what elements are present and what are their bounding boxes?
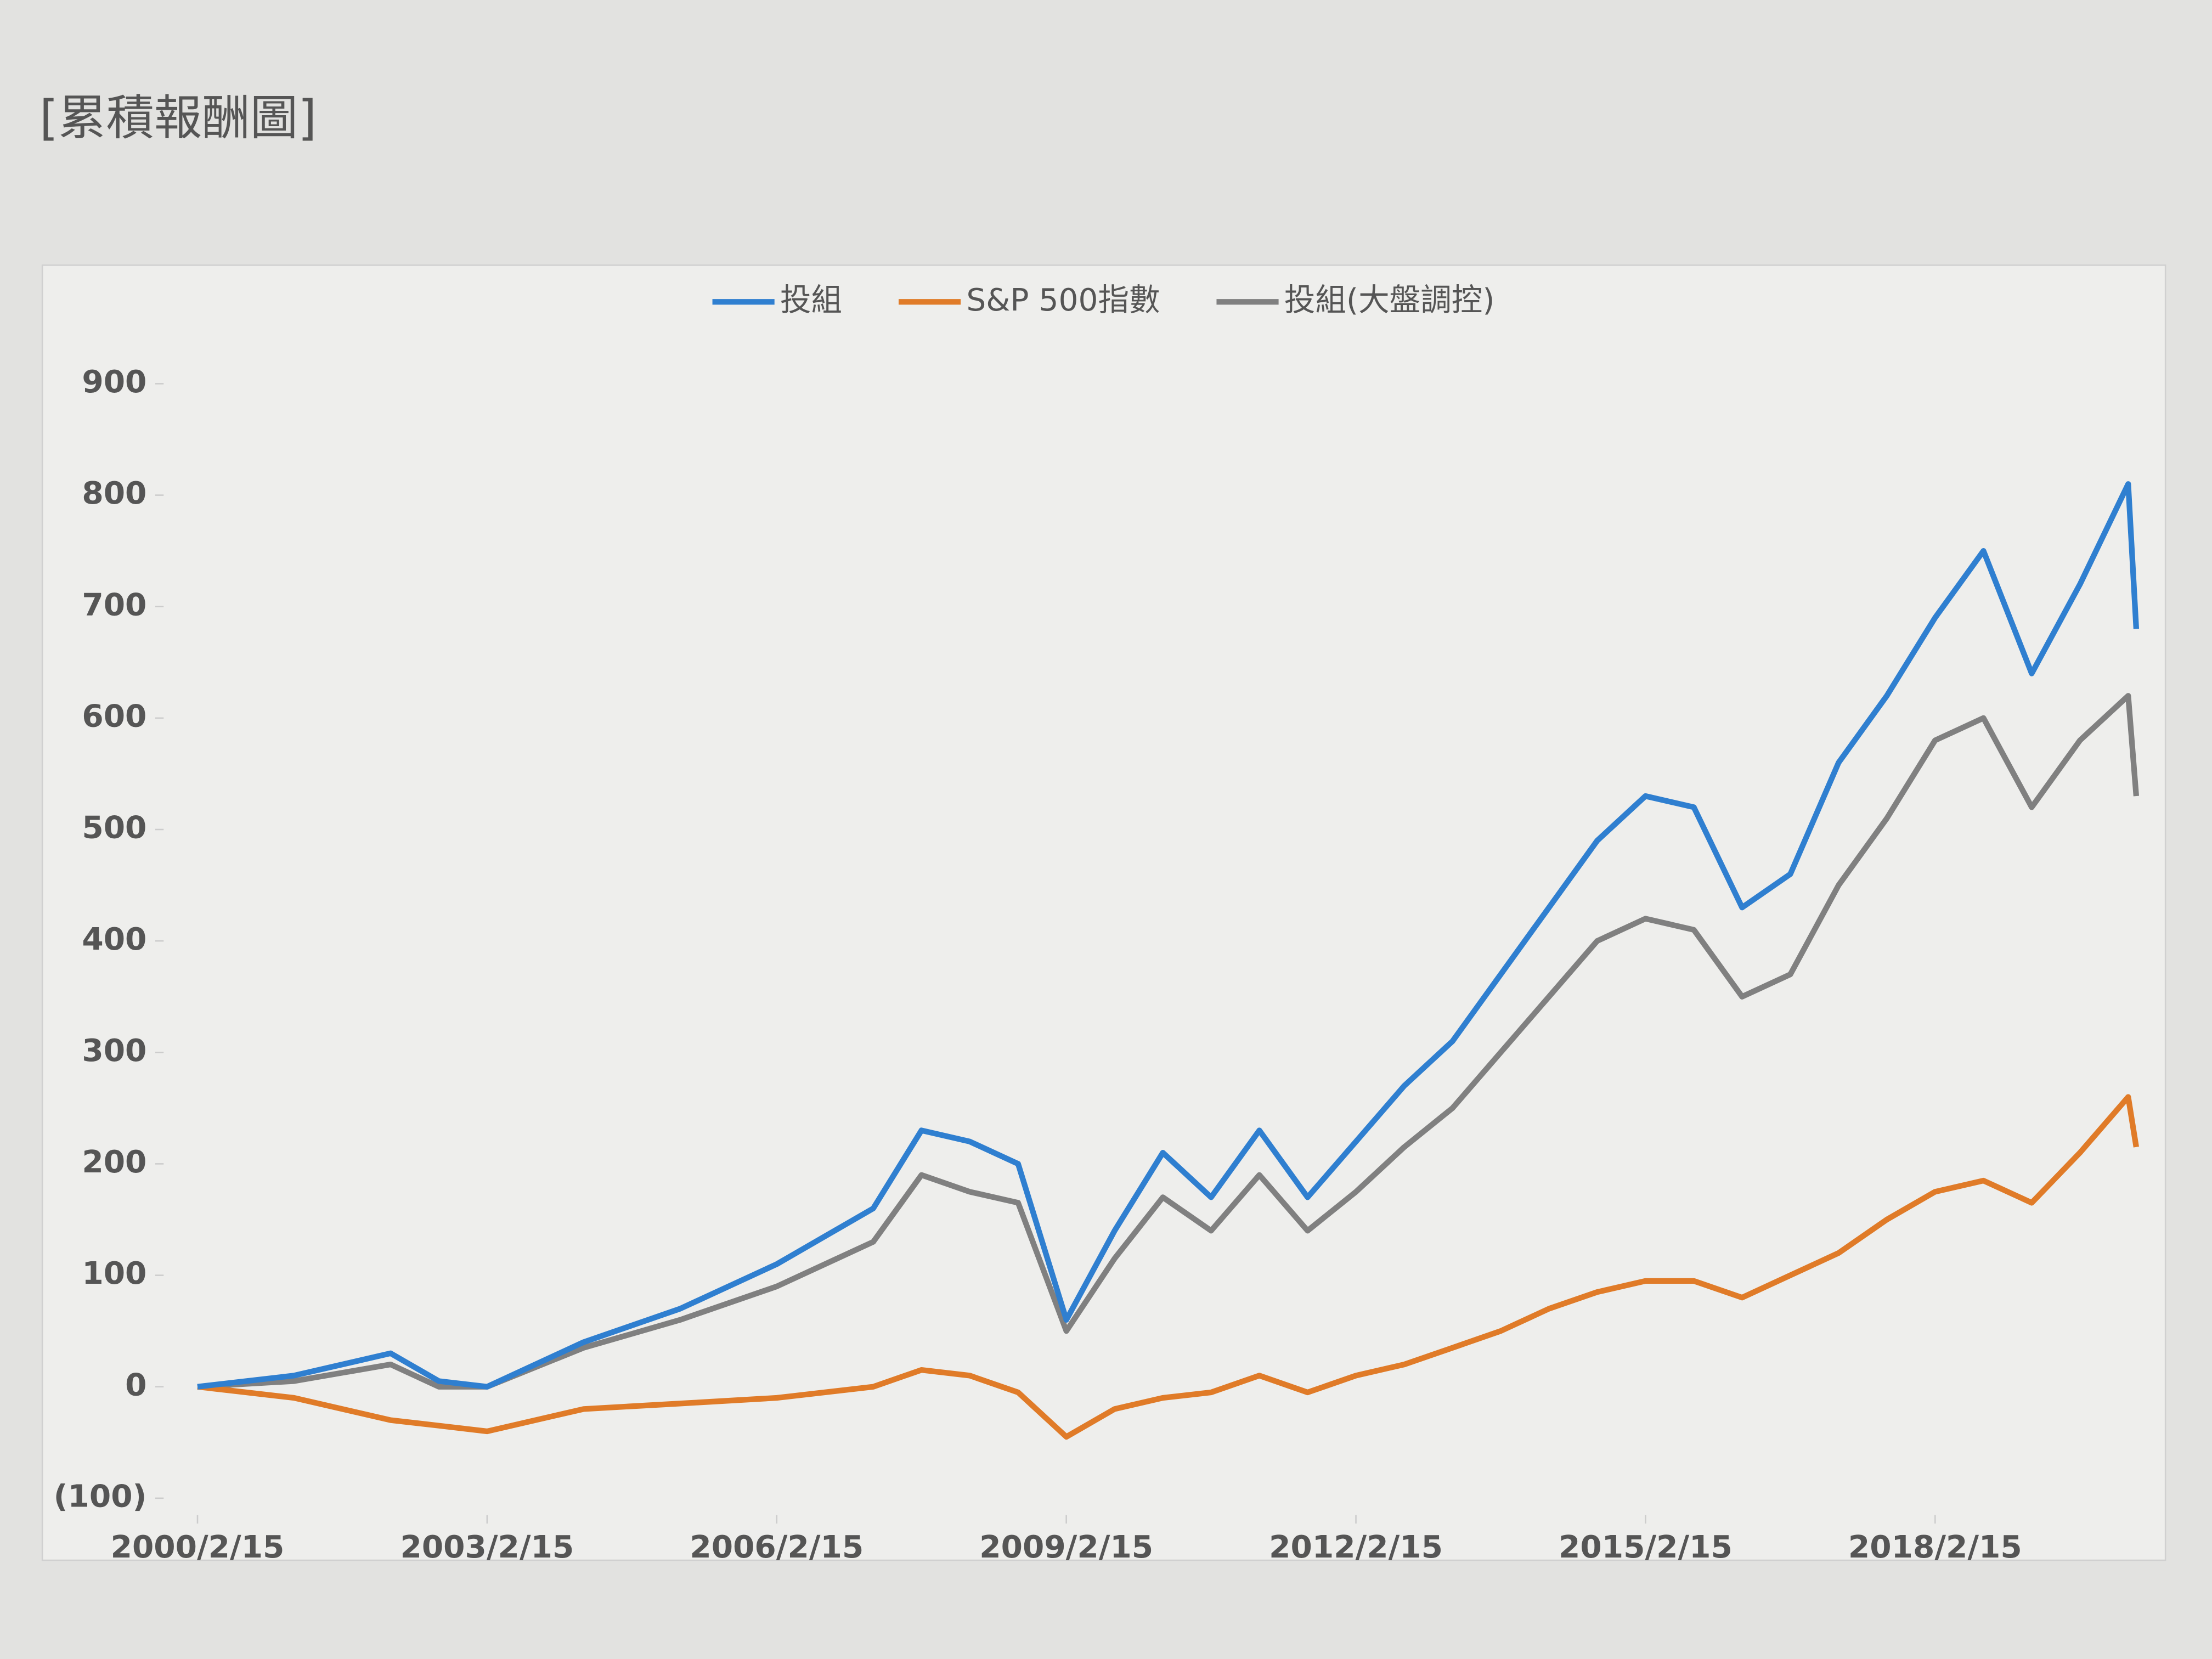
y-tick-label: 100: [82, 1255, 146, 1291]
legend-label: S&P 500指數: [966, 282, 1160, 318]
series-line: [197, 693, 2140, 1390]
page-title: [累積報酬圖]: [40, 90, 317, 146]
x-tick-label: 2009/2/15: [979, 1529, 1153, 1565]
y-tick-label: 500: [82, 810, 146, 846]
x-tick-label: 2003/2/15: [400, 1529, 574, 1565]
x-tick-label: 2000/2/15: [111, 1529, 285, 1565]
x-tick-label: 2006/2/15: [690, 1529, 864, 1565]
x-tick-label: 2012/2/15: [1269, 1529, 1443, 1565]
x-tick-label: 2015/2/15: [1559, 1529, 1733, 1565]
y-tick-label: 700: [82, 586, 146, 623]
y-tick-label: (100): [54, 1478, 147, 1514]
y-tick-label: 0: [125, 1367, 146, 1403]
y-tick-label: 900: [82, 364, 146, 400]
y-tick-label: 800: [82, 475, 146, 511]
y-tick-label: 400: [82, 921, 146, 957]
chart-frame: [41, 264, 2166, 1561]
legend-label: 投組(大盤調控): [1284, 282, 1495, 318]
x-tick-label: 2018/2/15: [1848, 1529, 2022, 1565]
y-tick-label: 200: [82, 1144, 146, 1180]
series-line: [197, 1094, 2139, 1440]
y-tick-label: 600: [82, 698, 146, 734]
y-tick-label: 300: [82, 1032, 146, 1069]
series-line: [197, 481, 2140, 1390]
legend-label: 投組: [780, 282, 842, 318]
